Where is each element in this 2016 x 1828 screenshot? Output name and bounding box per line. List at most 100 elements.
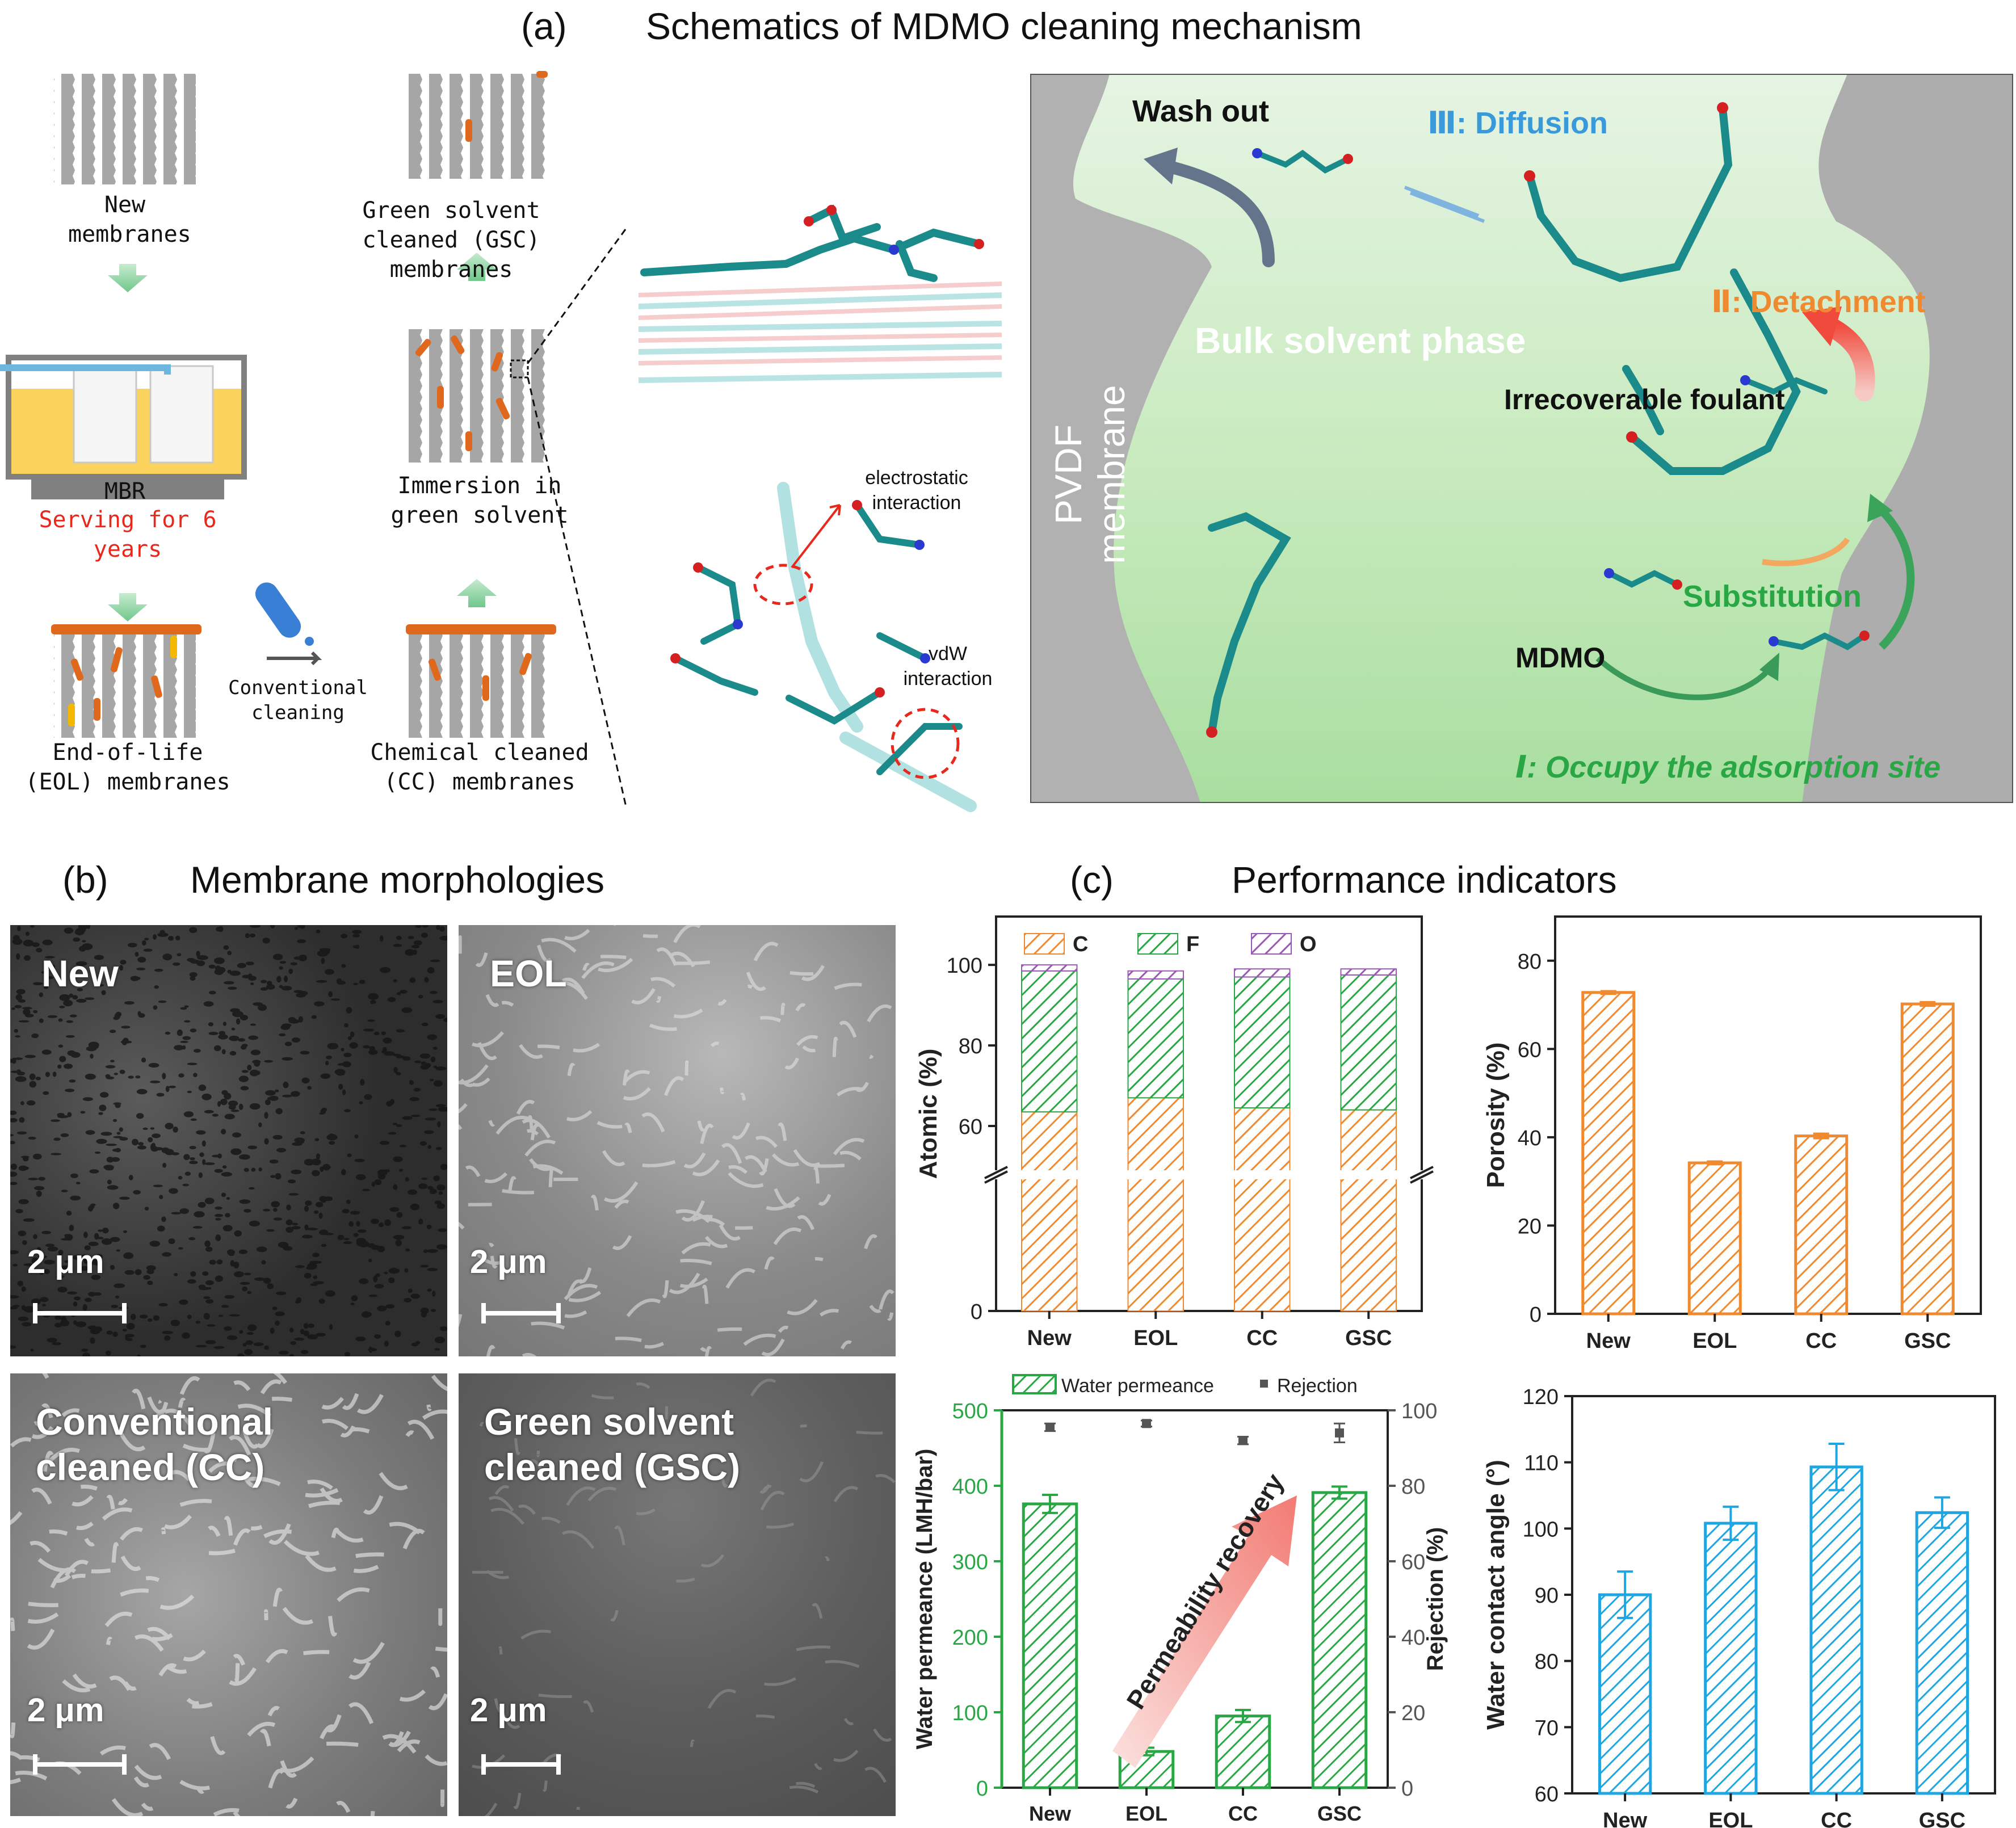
y-tick-label: 200: [952, 1626, 988, 1650]
legend-swatch-permeance: [1012, 1374, 1057, 1394]
cc-membranes-label: Chemical cleaned (CC) membranes: [370, 739, 589, 795]
x-tick-label: GSC: [1317, 1802, 1362, 1825]
axis-break-mark: [1410, 1166, 1434, 1179]
y-tick-label: 60: [1535, 1783, 1559, 1806]
pvdf-right-wall: [1802, 74, 2013, 803]
bar-eol-c: [1127, 1097, 1184, 1312]
arrow-up-1: [457, 579, 497, 607]
panel-c-label: (c): [1070, 859, 1114, 901]
panel-a-label: (a): [521, 5, 567, 47]
y-axis-label: Water contact angle (°): [1482, 1460, 1510, 1730]
electrostatic-circle: [753, 564, 813, 606]
x-tick-label: New: [1029, 1802, 1072, 1825]
y-tick-label: 60: [1518, 1038, 1542, 1062]
y-tick-label: 80: [959, 1035, 982, 1058]
foulant-molecules: [1208, 104, 1801, 736]
bar-cc-c: [1234, 1107, 1291, 1312]
sem-label-new: New: [41, 952, 119, 994]
bar-gsc-f: [1340, 974, 1397, 1111]
x-tick-label: CC: [1246, 1326, 1278, 1350]
chart-permeance: 0 100 200 300 400 500 0 20 40 60 80 100 New EOL CC GSC P…: [912, 1374, 1448, 1825]
scale-text-cc: 2 μm: [27, 1692, 104, 1729]
detachment-label: Ⅱ: Detachment: [1711, 285, 1926, 319]
x-tick-label: CC: [1821, 1809, 1852, 1828]
panel-c-title: Performance indicators: [1232, 859, 1617, 901]
sem-image-gsc: Green solvent cleaned (GSC) 2 μm: [459, 1373, 896, 1816]
y-tick-label: 100: [952, 1701, 988, 1725]
bar-cc-f: [1234, 976, 1291, 1109]
occupy-arrow: [1595, 656, 1776, 700]
bar-gsc: [1900, 1002, 1955, 1316]
y-tick-label: 0: [976, 1777, 988, 1801]
adsorption-snapshot: [639, 187, 1002, 414]
sem-label-gsc: Green solvent cleaned (GSC): [484, 1401, 741, 1488]
x-tick-label: New: [1027, 1326, 1072, 1350]
permeability-recovery-arrow: [1112, 1495, 1297, 1768]
sem-image-new: New 2 μm: [10, 925, 447, 1356]
arrow-right: [267, 651, 322, 666]
y-right-axis-label: Rejection (%): [1423, 1527, 1448, 1671]
wash-out-label: Wash out: [1132, 94, 1269, 128]
y-right-tick-label: 80: [1401, 1475, 1425, 1499]
y-tick-label: 80: [1518, 950, 1542, 974]
vdw-circle: [891, 708, 960, 779]
new-membrane-icon: [54, 74, 196, 184]
plot-frame: [995, 915, 1423, 1312]
y-right-tick-label: 20: [1401, 1701, 1425, 1725]
wash-out-arrow: [1154, 158, 1275, 267]
mbr-tank-icon: [0, 355, 247, 499]
y-axis-label: Water permeance (LMH/bar): [912, 1449, 937, 1750]
y-tick-label: 20: [1518, 1215, 1542, 1238]
foulant-label: Irrecoverable foulant: [1504, 384, 1785, 415]
bar-new: [1022, 1502, 1078, 1789]
diffusion-arrows: [1404, 186, 1485, 223]
y-tick-label: 40: [1518, 1127, 1542, 1150]
y-tick-label: 100: [947, 954, 982, 978]
bar-new-o: [1021, 964, 1078, 972]
y-tick-label: 70: [1535, 1716, 1559, 1740]
test-tube-icon: [255, 582, 314, 646]
immersion-membrane-icon: [409, 329, 551, 463]
panel-b-title: Membrane morphologies: [190, 859, 605, 901]
scale-bar-cc: [33, 1754, 127, 1775]
sem-image-cc: Conventional cleaned (CC) 2 μm: [10, 1373, 447, 1816]
x-tick-label: CC: [1805, 1329, 1837, 1353]
y-tick-label: 110: [1524, 1452, 1559, 1476]
vdw-label: vdW interaction: [903, 643, 993, 690]
gsc-membranes-label: Green solvent cleaned (GSC) membranes: [362, 197, 540, 283]
sem-image-eol: EOL 2 μm: [459, 925, 896, 1356]
legend-swatch-f: [1137, 933, 1178, 955]
eol-membrane-icon: [51, 624, 201, 738]
arrow-up-2: [457, 253, 497, 281]
x-tick-label: CC: [1228, 1802, 1258, 1825]
x-tick-label: EOL: [1692, 1329, 1737, 1353]
panel-b-label: (b): [62, 859, 108, 901]
bar-eol-o: [1127, 970, 1184, 980]
interaction-snapshot: [641, 454, 1005, 829]
pvdf-left-wall: [1030, 74, 1212, 803]
mdmo-molecules: [1254, 149, 1867, 650]
legend-label-c: C: [1073, 932, 1088, 956]
bar-eol: [1687, 1161, 1742, 1316]
chart-porosity: 0 20 40 60 80 New EOL CC GSC Porosity (%): [1482, 915, 1982, 1353]
x-tick-label: GSC: [1904, 1329, 1951, 1353]
cleaning-flow-diagram: [0, 71, 628, 806]
x-tick-label: New: [1603, 1809, 1648, 1828]
chart-contact-angle: 60 70 80 90 100 110 120 New EOL CC GSC Water contac…: [1482, 1385, 1996, 1828]
y-tick-label: 300: [952, 1550, 988, 1574]
mbr-label: MBR: [104, 478, 146, 505]
mdmo-label: MDMO: [1515, 642, 1606, 674]
scale-bar-gsc: [481, 1754, 561, 1775]
permeability-recovery-label: Permeability recovery: [1120, 1468, 1290, 1714]
sem-label-eol: EOL: [490, 952, 567, 994]
scale-text-gsc: 2 μm: [470, 1692, 547, 1729]
chart-atomic: 0 60 80 100 New EOL CC GSC C F O Atomic (%): [914, 915, 1434, 1350]
y-right-tick-label: 0: [1401, 1777, 1413, 1801]
plot-frame: [1554, 915, 1982, 1315]
bulk-solvent-label: Bulk solvent phase: [1195, 320, 1526, 361]
x-tick-label: GSC: [1919, 1809, 1965, 1828]
axis-break-mark: [1410, 1170, 1434, 1184]
sem-label-cc: Conventional cleaned (CC): [36, 1401, 274, 1488]
legend-label-rejection: Rejection: [1277, 1375, 1358, 1397]
y-tick-label: 0: [971, 1300, 982, 1324]
